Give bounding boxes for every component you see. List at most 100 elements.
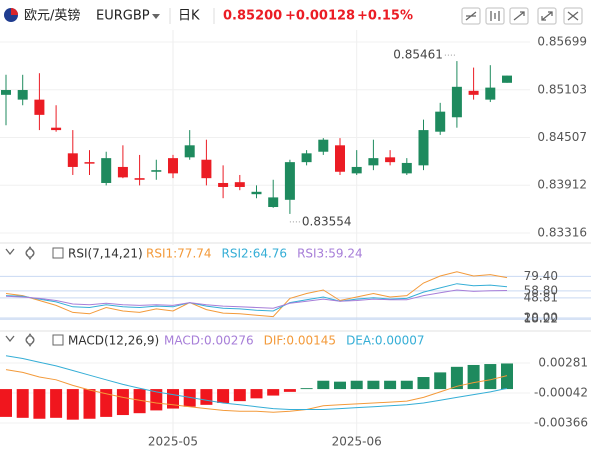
candle-body [502, 75, 512, 83]
candle-body [251, 191, 262, 195]
indicator-title: RSI(7,14,21) [68, 247, 143, 261]
histogram-bar [334, 381, 346, 390]
draw-tool-button[interactable] [461, 7, 481, 25]
y-tick-label: 0.84507 [537, 130, 587, 144]
legend-entry: RSI1:77.74 [146, 247, 212, 261]
dropdown-arrow[interactable] [152, 14, 160, 19]
candle-body [451, 86, 462, 118]
histogram-bar [317, 380, 330, 390]
histogram-bar [83, 389, 96, 419]
histogram-bar [267, 389, 280, 396]
toolbar [461, 7, 583, 25]
indicator-icon [490, 11, 500, 21]
candle-body [168, 158, 178, 174]
rsi-header: RSI(7,14,21) [5, 246, 143, 261]
last-price: 0.85200 [223, 9, 282, 24]
price-change: +0.00128 [285, 9, 355, 24]
settings-icon [25, 333, 35, 347]
candle-body [385, 157, 396, 163]
candle-body [401, 162, 412, 174]
histogram-bar [133, 389, 146, 414]
x-tick-label: 2025-05 [148, 435, 198, 449]
indicator-line [5, 289, 508, 309]
candle-body [468, 90, 479, 95]
histogram-bar [66, 389, 79, 420]
header: 欧元/英镑 EURGBP 日K 0.85200 +0.00128 +0.15% [4, 7, 583, 25]
y-tick-label: 0.83912 [537, 178, 587, 192]
y-tick-label: 0.85699 [537, 35, 587, 49]
period[interactable]: 日K [178, 9, 200, 24]
candle-body [435, 111, 446, 132]
candle-body [101, 158, 112, 183]
histogram-bar [484, 364, 497, 390]
candle-body [184, 145, 195, 158]
draw-tool-icon [465, 11, 477, 21]
histogram-bar [217, 389, 230, 403]
histogram-bar [100, 389, 113, 417]
histogram-bar [367, 380, 380, 390]
histogram-bar [150, 389, 163, 411]
flag-icon-part [11, 8, 18, 15]
legend-entry: RSI2:64.76 [222, 247, 288, 261]
indicator-line [5, 355, 508, 410]
candle-body [318, 139, 329, 152]
histogram-bar [233, 389, 246, 402]
candle-body [335, 145, 345, 172]
y-tick-label: 18.22 [524, 312, 558, 326]
candle-body [17, 90, 28, 100]
candle-body [234, 182, 245, 187]
settings-button[interactable] [509, 7, 529, 25]
candle-body [117, 166, 128, 178]
macd-header: MACD(12,26,9) [5, 333, 159, 348]
visibility-icon[interactable] [25, 335, 35, 345]
candle-body [418, 130, 429, 166]
histogram-bar [400, 380, 413, 390]
candle-body [485, 87, 496, 100]
collapse-icon[interactable] [5, 248, 15, 256]
close-button[interactable] [563, 7, 583, 25]
indicator-line [5, 369, 508, 413]
indicator-title: MACD(12,26,9) [68, 334, 159, 348]
candle-body [84, 162, 95, 164]
fullscreen-icon [541, 11, 553, 21]
indicator-button[interactable] [485, 7, 505, 25]
candle-body [268, 197, 279, 208]
indicator-line [5, 271, 508, 318]
histogram-bar [33, 389, 46, 419]
low-label: 0.83554 [302, 214, 352, 228]
settings-icon [513, 11, 525, 21]
y-tick-label: 0.83316 [537, 225, 587, 239]
visibility-icon[interactable] [25, 248, 35, 258]
candle-body [218, 182, 229, 187]
legend-entry: MACD:0.00276 [164, 334, 254, 348]
fullscreen-button[interactable] [537, 7, 557, 25]
params-icon[interactable] [52, 247, 64, 259]
histogram-bar [417, 377, 430, 390]
y-tick-label: -0.00042 [534, 385, 588, 399]
histogram-bar [384, 380, 397, 390]
histogram-bar [501, 363, 513, 390]
x-tick-label: 2025-06 [332, 435, 382, 449]
histogram-bar [283, 389, 296, 392]
candle-body [67, 153, 78, 167]
histogram-bar [450, 366, 463, 390]
y-tick-label: 0.85103 [537, 82, 587, 96]
settings-icon [25, 246, 35, 260]
indicator-line [5, 283, 508, 312]
candle-body [134, 178, 145, 180]
y-tick-label: -0.00366 [534, 416, 588, 430]
candle-body [201, 159, 212, 179]
histogram-bar [50, 389, 63, 418]
candle-body [368, 158, 379, 166]
symbol[interactable]: EURGBP [96, 9, 150, 24]
histogram-bar [0, 389, 12, 417]
params-icon[interactable] [52, 334, 64, 346]
histogram-bar [467, 364, 480, 390]
histogram-bar [16, 389, 29, 418]
candle-body [34, 99, 45, 115]
y-tick-label: 79.40 [524, 269, 558, 283]
y-tick-label: 20.00 [524, 311, 558, 325]
histogram-bar [300, 388, 313, 390]
collapse-icon[interactable] [5, 335, 15, 343]
